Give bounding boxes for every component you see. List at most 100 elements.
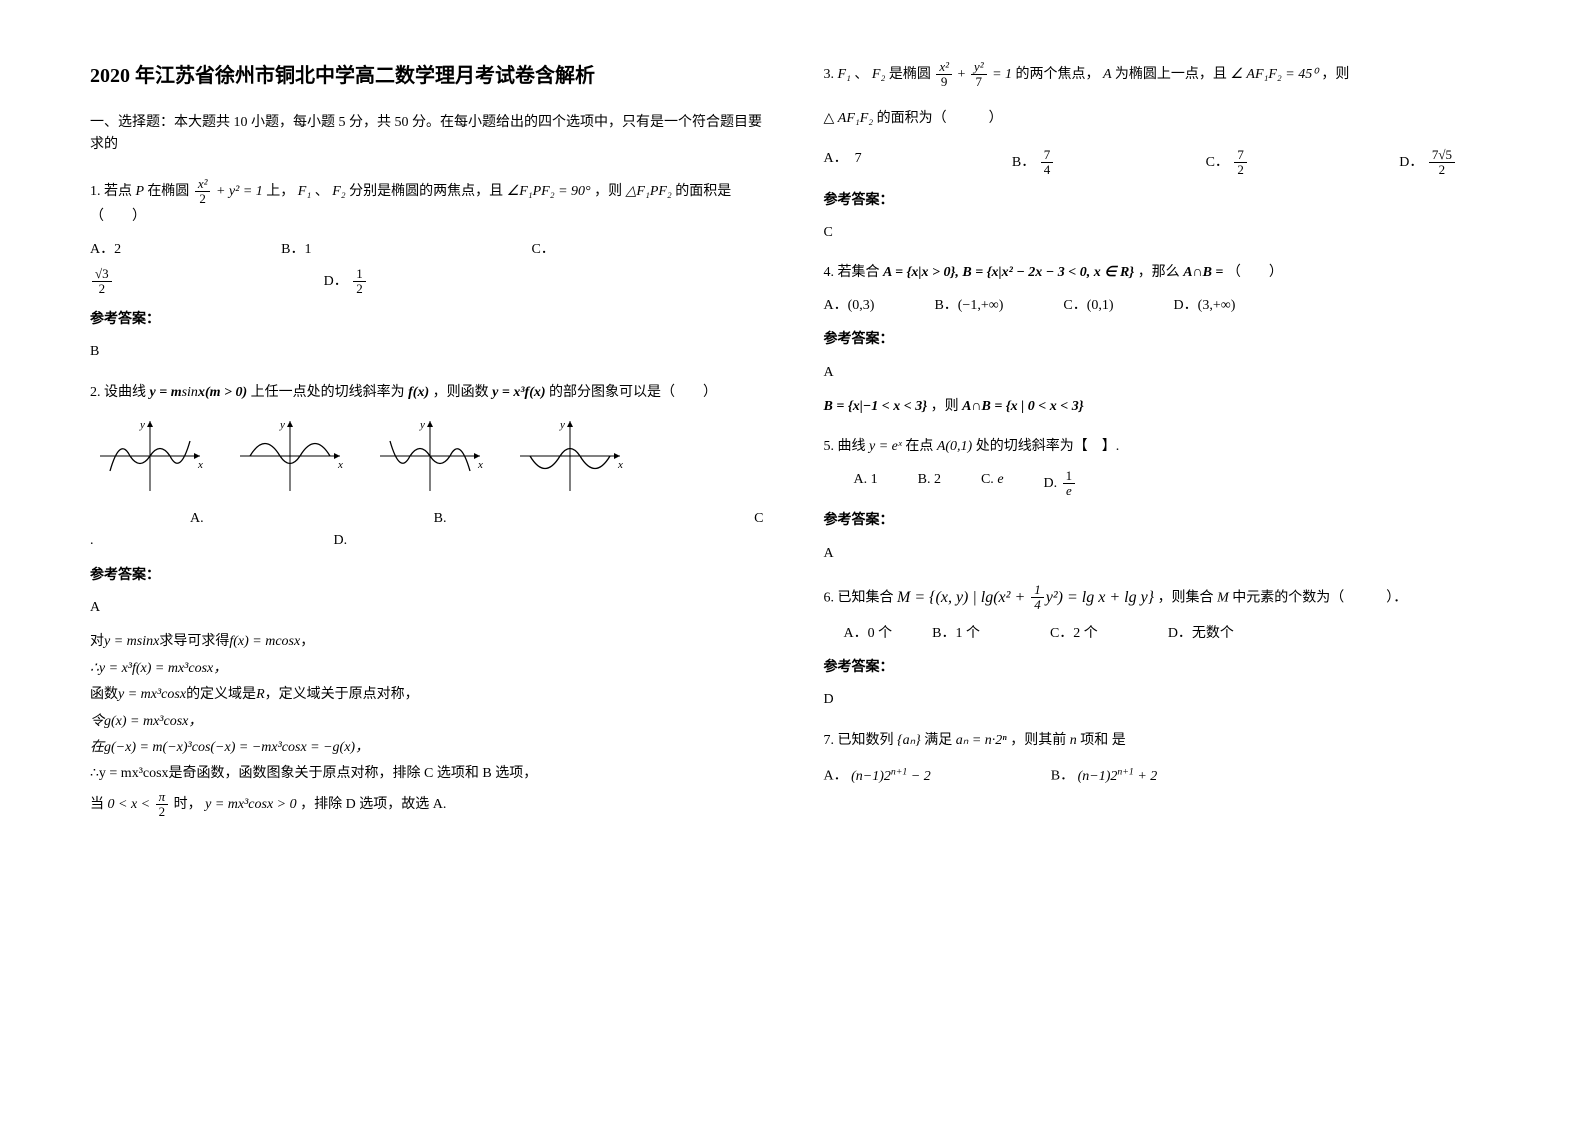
q5-point: A(0,1) [937, 439, 976, 454]
q4-options: A．(0,3) B．(−1,+∞) C．(0,1) D．(3,+∞) [824, 295, 1498, 317]
q3-angle: ∠ AF₁F₂ = 45⁰ [1230, 67, 1318, 82]
q1-F1: F₁ [298, 184, 311, 199]
q1-tri: △F₁PF₂ [626, 184, 672, 199]
q4-answer-label: 参考答案： [824, 329, 1498, 351]
right-column: 3. F₁ 、 F₂ 是椭圆 x²9 + y²7 = 1 的两个焦点， A 为椭… [824, 60, 1498, 837]
q5-text: 5. 曲线 y = eˣ 在点 A(0,1) 处的切线斜率为【 】. [824, 436, 1498, 458]
q1-F2: F₂ [332, 184, 349, 199]
q1-mid2: 上， [266, 184, 294, 199]
q2-end: 的部分图象可以是（ ） [549, 385, 717, 400]
svg-text:y: y [279, 419, 285, 431]
q3-opt-c: C． 72 [1206, 148, 1249, 178]
q4-opt-d: D．(3,+∞) [1174, 295, 1236, 317]
q7-n: n [1070, 733, 1077, 748]
q1-ellipse-frac: x²2 [195, 177, 211, 207]
q7-opt-a: A． (n−1)2n+1 − 2 [824, 764, 931, 788]
q3-options: A． 7 B． 74 C． 72 D． 7√52 [824, 148, 1498, 178]
q4-cap: A∩B = [1183, 265, 1227, 280]
q3-mid4: 为椭圆上一点，且 [1115, 67, 1227, 82]
q1-mid5: ，则 [594, 184, 622, 199]
q7-seq: {aₙ} [897, 733, 921, 748]
q4-answer: A [824, 362, 1498, 384]
q2-graphs: x y x y [90, 416, 764, 496]
q2-fx: f(x) [408, 385, 429, 400]
question-6: 6. 已知集合 M = {(x, y) | lg(x² + 14y²) = lg… [824, 583, 1498, 712]
q3-opt-d: D． 7√52 [1399, 148, 1457, 178]
q1-answer: B [90, 341, 764, 363]
q2-graph-labels-row2: . D. [90, 530, 764, 552]
q3-mid1: 、 [854, 67, 868, 82]
q1-pre: 1. 若点 [90, 184, 132, 199]
q5-answer-label: 参考答案： [824, 510, 1498, 532]
q3-frac1: x²9 [936, 60, 952, 90]
q7-end: 项和 是 [1080, 733, 1126, 748]
q6-options: A．0 个 B．1 个 C．2 个 D．无数个 [844, 623, 1498, 645]
q2-answer-label: 参考答案： [90, 565, 764, 587]
q2-mid1: 上任一点处的切线斜率为 [251, 385, 405, 400]
q3-frac2: y²7 [971, 60, 987, 90]
svg-text:y: y [419, 419, 425, 431]
svg-text:x: x [197, 459, 203, 471]
q2-graph-labels-row1: A. B. C [90, 508, 764, 530]
question-1: 1. 若点 P 在椭圆 x²2 + y² = 1 上， F₁ 、 F₂ 分别是椭… [90, 177, 764, 364]
question-3: 3. F₁ 、 F₂ 是椭圆 x²9 + y²7 = 1 的两个焦点， A 为椭… [824, 60, 1498, 244]
q5-opt-d: D. 1e [1044, 469, 1078, 499]
q3-pre: 3. [824, 67, 835, 82]
q2-exp1: 对y = msinx求导可求得f(x) = mcosx， [90, 631, 764, 653]
q1-opt-b: B．1 [281, 239, 311, 261]
left-column: 2020 年江苏省徐州市铜北中学高二数学理月考试卷含解析 一、选择题：本大题共 … [90, 60, 764, 837]
q5-opt-c: C. e [981, 469, 1004, 499]
question-7: 7. 已知数列 {aₙ} 满足 aₙ = n·2ⁿ ，则其前 n 项和 是 A．… [824, 730, 1498, 788]
q1-P: P [136, 184, 148, 199]
q2-pre: 2. 设曲线 [90, 385, 146, 400]
svg-text:y: y [559, 419, 565, 431]
q7-formula: aₙ = n·2ⁿ [956, 733, 1007, 748]
q5-mid1: 在点 [905, 439, 933, 454]
q1-opt-a: A．2 [90, 239, 121, 261]
exam-title: 2020 年江苏省徐州市铜北中学高二数学理月考试卷含解析 [90, 60, 764, 92]
q7-text: 7. 已知数列 {aₙ} 满足 aₙ = n·2ⁿ ，则其前 n 项和 是 [824, 730, 1498, 752]
q2-label-c2: . [90, 530, 94, 552]
q2-label-a: A. [190, 508, 204, 530]
q7-pre: 7. 已知数列 [824, 733, 894, 748]
q2-graph-d: x y [510, 416, 630, 496]
q2-mid2: ，则函数 [433, 385, 489, 400]
q1-angle: ∠F₁PF₂ = 90° [507, 184, 591, 199]
q6-answer: D [824, 689, 1498, 711]
q4-opt-a: A．(0,3) [824, 295, 875, 317]
q1-mid3: 、 [315, 184, 329, 199]
q3-opt-a: A． 7 [824, 148, 862, 178]
q6-mid: ，则集合 [1158, 591, 1214, 606]
q2-exp5: 在g(−x) = m(−x)³cos(−x) = −mx³cosx = −g(x… [90, 737, 764, 759]
q2-exp2: ∴y = x³f(x) = mx³cosx， [90, 658, 764, 680]
q1-mid4: 分别是椭圆的两焦点，且 [349, 184, 503, 199]
q5-answer: A [824, 543, 1498, 565]
q1-options-2: √32 D． 12 [90, 267, 764, 297]
question-4: 4. 若集合 A = {x|x > 0}, B = {x|x² − 2x − 3… [824, 262, 1498, 418]
q6-end: 中元素的个数为（ ）． [1232, 591, 1407, 606]
q3-F1: F₁ [838, 67, 855, 82]
q1-ellipse-eq: + y² = 1 [216, 184, 263, 199]
q2-label-d: D. [334, 530, 348, 552]
q1-opt-c: C． [531, 239, 554, 261]
q7-options: A． (n−1)2n+1 − 2 B． (n−1)2n+1 + 2 [824, 764, 1498, 788]
q3-answer: C [824, 222, 1498, 244]
q6-answer-label: 参考答案： [824, 657, 1498, 679]
q2-text: 2. 设曲线 y = msinx(m > 0) 上任一点处的切线斜率为 f(x)… [90, 382, 764, 404]
q6-opt-c: C．2 个 [1050, 623, 1098, 645]
question-5: 5. 曲线 y = eˣ 在点 A(0,1) 处的切线斜率为【 】. A. 1 … [824, 436, 1498, 565]
svg-text:x: x [337, 459, 343, 471]
q1-text: 1. 若点 P 在椭圆 x²2 + y² = 1 上， F₁ 、 F₂ 分别是椭… [90, 177, 764, 229]
q3-mid2: 是椭圆 [889, 67, 931, 82]
q2-exp6: ∴y = mx³cosx是奇函数，函数图象关于原点对称，排除 C 选项和 B 选… [90, 763, 764, 785]
q4-opt-b: B．(−1,+∞) [934, 295, 1003, 317]
svg-text:y: y [139, 419, 145, 431]
q4-explain: B = {x|−1 < x < 3} ，则 A∩B = {x | 0 < x <… [824, 396, 1498, 418]
q1-mid1: 在椭圆 [147, 184, 189, 199]
q6-opt-d: D．无数个 [1168, 623, 1234, 645]
q5-curve: y = eˣ [869, 439, 905, 454]
q4-opt-c: C．(0,1) [1063, 295, 1113, 317]
q2-label-b: B. [434, 508, 447, 530]
q2-curve: y = msinx(m > 0) [150, 385, 251, 400]
question-2: 2. 设曲线 y = msinx(m > 0) 上任一点处的切线斜率为 f(x)… [90, 382, 764, 820]
